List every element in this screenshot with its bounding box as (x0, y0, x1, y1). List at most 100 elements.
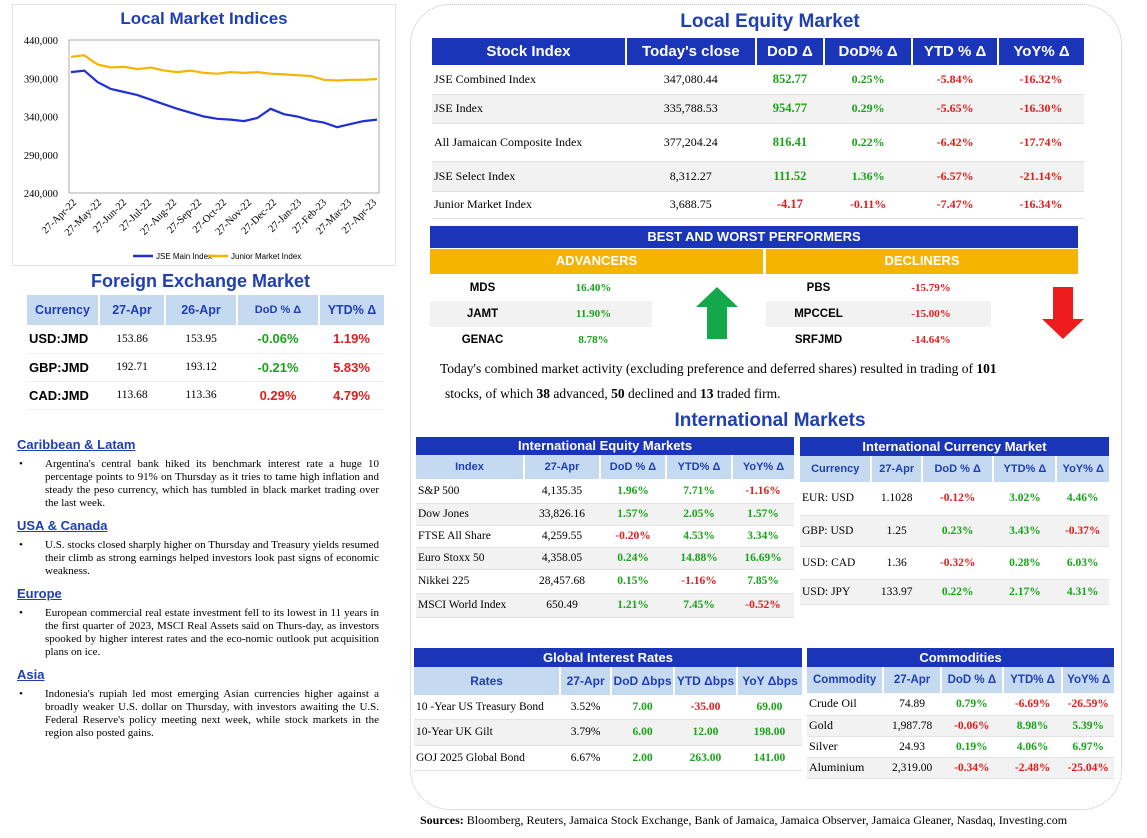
row-dod: 6.00 (632, 726, 653, 738)
row-ytd: -2.48% (1014, 761, 1051, 774)
fx-dod: -0.06% (257, 331, 299, 347)
table-row: 10 -Year US Treasury Bond 3.52% 7.00 -35.00… (414, 695, 802, 719)
equity-dod-pct: 1.36% (851, 168, 885, 183)
row-label: Silver (809, 739, 838, 753)
equity-row: JSE Combined Index 347,080.44 852.77 0.25% -… (432, 65, 1084, 94)
row-yoy: -0.37% (1064, 524, 1101, 537)
equity-yoy: -16.34% (1019, 197, 1063, 211)
equity-name: JSE Index (434, 101, 483, 115)
row-yoy: 198.00 (753, 726, 786, 738)
row-dod: -0.12% (939, 492, 976, 505)
junior-market-index-line (70, 54, 378, 82)
summary-advanced: 38 (536, 386, 551, 401)
summary-text-4: declined and (624, 386, 700, 401)
equity-yoy: -16.30% (1019, 101, 1063, 115)
column-header: YTD% Δ (1001, 667, 1063, 693)
equity-table: Stock Index Today's close DoD Δ DoD% Δ YTD %… (432, 38, 1084, 219)
equity-dod-pct: 0.25% (851, 71, 885, 86)
row-value: 2,319.00 (891, 761, 933, 774)
news-heading[interactable]: USA & Canada (17, 518, 108, 533)
news-paragraph: U.S. stocks closed sharply higher on Thu… (17, 539, 379, 578)
table-row: GOJ 2025 Global Bond 6.67% 2.00 263.00 141.0… (414, 745, 802, 770)
performer-row: JAMT 11.90% (430, 301, 652, 327)
fx-currency: USD:JMD (29, 331, 89, 347)
fx-today: 192.71 (116, 361, 148, 373)
fx-h0: Currency (27, 295, 99, 325)
fx-table: Currency 27-Apr 26-Apr DoD % Δ YTD% Δ US… (27, 295, 384, 410)
equity-name: Junior Market Index (434, 197, 532, 211)
news-heading[interactable]: Caribbean & Latam (17, 437, 136, 452)
news-paragraph: Argentina's central bank hiked its bench… (17, 458, 379, 510)
equity-header: YoY% Δ (997, 38, 1084, 65)
intl-equity-title: International Equity Markets (416, 437, 794, 455)
column-header: Commodity (807, 667, 884, 693)
row-value: 133.97 (880, 585, 913, 598)
fx-ytd: 1.19% (333, 331, 370, 347)
fx-ytd: 4.79% (333, 387, 370, 403)
row-dod: 0.22% (941, 585, 974, 598)
summary-firm: 13 (699, 386, 714, 401)
performer-symbol: PBS (806, 282, 831, 294)
row-yoy: -1.16% (745, 484, 781, 497)
equity-yoy: -16.32% (1019, 71, 1063, 86)
table-row: Gold 1,987.78 -0.06% 8.98% 5.39% (807, 715, 1114, 736)
performer-symbol: JAMT (466, 308, 499, 320)
equity-header: DoD% Δ (823, 38, 913, 65)
row-label: Crude Oil (809, 696, 857, 711)
summary-text-1: Today's combined market activity (exclud… (440, 361, 977, 376)
table-row: EUR: USD 1.1028 -0.12% 3.02% 4.46% (800, 482, 1109, 515)
row-yoy: 6.97% (1072, 740, 1105, 753)
row-dod: 7.00 (632, 700, 653, 713)
equity-yoy: -21.14% (1019, 168, 1063, 183)
row-yoy: 69.00 (756, 700, 783, 713)
row-yoy: 6.03% (1066, 556, 1099, 569)
table-row: 10-Year UK Gilt 3.79% 6.00 12.00 198.00 (414, 719, 802, 745)
row-dod: 0.23% (941, 524, 974, 537)
performer-row: SRFJMD -14.64% (766, 327, 991, 353)
news-heading[interactable]: Europe (17, 586, 62, 601)
row-ytd: 3.43% (1009, 524, 1041, 537)
news-heading[interactable]: Asia (17, 667, 45, 682)
row-yoy: -0.52% (745, 599, 781, 611)
sources-text: Bloomberg, Reuters, Jamaica Stock Exchan… (463, 813, 1068, 827)
intl-currency-table: Currency 27-Apr DoD % Δ YTD% Δ YoY% Δ EUR: U… (800, 456, 1109, 605)
row-ytd: 263.00 (689, 751, 722, 764)
equity-close: 377,204.24 (663, 134, 718, 149)
row-value: 4,259.55 (541, 530, 583, 542)
column-header: 27-Apr (523, 455, 600, 479)
sources-label: Sources: (420, 813, 464, 827)
equity-name: All Jamaican Composite Index (434, 134, 583, 149)
performer-change: -15.00% (911, 308, 951, 320)
equity-row: JSE Select Index 8,312.27 111.52 1.36% -6.57… (432, 161, 1084, 191)
row-dod: -0.06% (954, 719, 990, 732)
performer-change: 11.90% (575, 308, 612, 320)
equity-close: 3,688.75 (669, 197, 712, 211)
row-ytd: 2.17% (1009, 585, 1041, 598)
equity-ytd: -6.57% (936, 168, 974, 183)
row-dod: -0.20% (615, 530, 651, 542)
performer-symbol: SRFJMD (794, 334, 843, 346)
equity-close: 335,788.53 (663, 101, 718, 115)
intl-currency-wrap: International Currency Market Currency 27… (800, 437, 1109, 605)
row-yoy: 4.46% (1066, 492, 1099, 505)
row-label: Aluminium (809, 760, 865, 774)
news-section: Caribbean & Latam Argentina's central ban… (17, 437, 379, 740)
row-label: FTSE All Share (418, 530, 491, 542)
y-tick-label: 290,000 (24, 151, 58, 162)
commodities-title: Commodities (807, 648, 1114, 667)
summary-text-2: stocks, of which (445, 386, 537, 401)
equity-header: Today's close (624, 38, 756, 65)
performer-symbol: MPCCEL (794, 308, 843, 320)
row-value: 3.79% (570, 726, 601, 738)
equity-dod: 954.77 (772, 101, 808, 115)
performer-change: 8.78% (578, 334, 609, 346)
fx-h3: DoD % Δ (236, 295, 319, 325)
market-indices-chart: 440,000390,000340,000290,000240,00027-Ap… (24, 36, 380, 261)
row-yoy: -26.59% (1067, 697, 1109, 710)
news-paragraph: European commercial real estate investme… (17, 607, 379, 659)
row-label: Dow Jones (418, 508, 469, 520)
fx-h2: 26-Apr (164, 295, 237, 325)
column-header: YoY% Δ (1061, 667, 1114, 693)
row-value: 3.52% (570, 700, 601, 713)
column-header: Currency (800, 456, 872, 482)
